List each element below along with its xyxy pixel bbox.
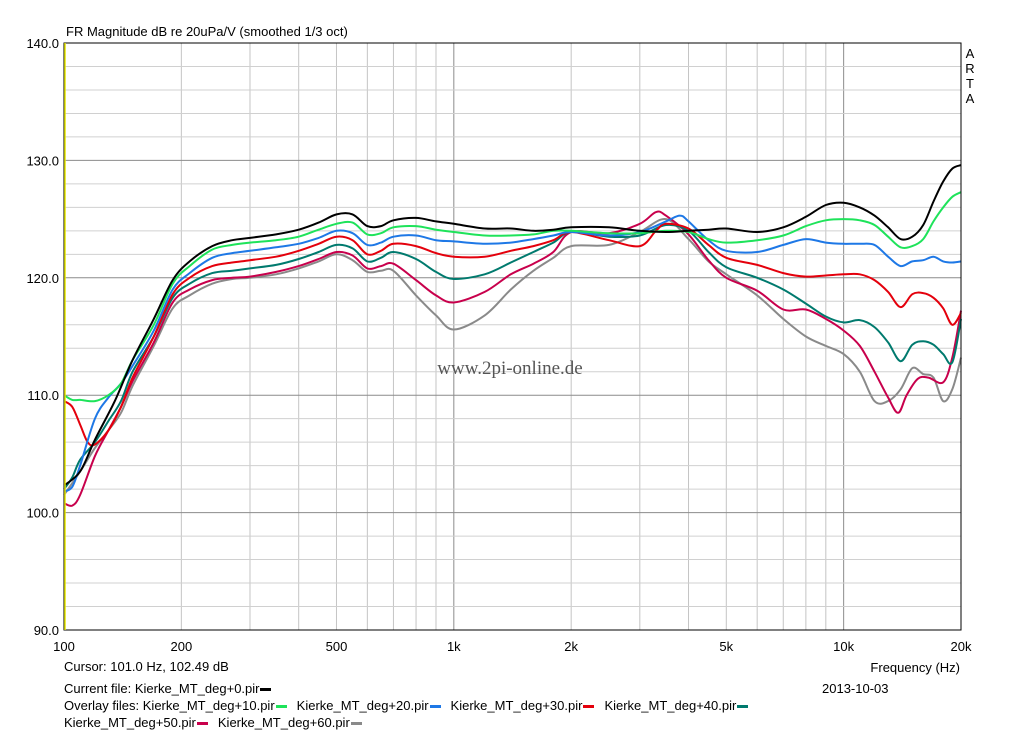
x-tick-label: 200 [170,639,192,654]
plot-frame [63,42,962,631]
overlay-legend-name: Kierke_MT_deg+50.pir [64,715,196,730]
x-tick-label: 100 [53,639,75,654]
x-tick-label: 500 [326,639,348,654]
overlay-legend-name: Kierke_MT_deg+30.pir [450,698,583,713]
current-file-swatch [260,688,272,692]
series-line-kierke-mt-deg-0-pir [63,164,962,487]
y-tick-label: 100.0 [26,506,59,521]
y-tick-label: 130.0 [26,153,59,168]
overlay-legend-name: Kierke_MT_deg+10.pir [142,698,275,713]
side-label-letter: T [966,76,974,91]
overlay-legend-swatch [583,705,595,709]
date-stamp: 2013-10-03 [822,681,889,696]
x-tick-label: 5k [719,639,733,654]
series-layer [63,164,962,507]
grid [63,42,962,631]
side-label-letter: A [966,46,975,61]
plot-background [64,43,961,630]
overlay-legend-item: Kierke_MT_deg+20.pir [297,698,441,713]
x-axis-label: Frequency (Hz) [870,660,960,675]
overlay-legend-name: Kierke_MT_deg+40.pir [604,698,737,713]
cursor-readout: Cursor: 101.0 Hz, 102.49 dB [64,659,229,674]
series-line-kierke-mt-deg-10-pir [63,191,962,403]
x-tick-label: 10k [833,639,854,654]
side-label-letter: A [966,91,975,106]
overlay-legend-name: Kierke_MT_deg+60.pir [217,715,350,730]
series-line-kierke-mt-deg-40-pir [63,223,962,490]
overlay-legend-swatch [275,705,287,709]
y-tick-label: 90.0 [34,623,59,638]
side-label-letter: R [965,61,974,76]
y-tick-labels: 90.0 100.0 110.0 120.0 130.0 140.0 [26,36,59,638]
chart-title: FR Magnitude dB re 20uPa/V (smoothed 1/3… [66,24,348,39]
x-tick-labels: 100 200 500 1k 2k 5k 10k 20k [53,639,972,654]
x-tick-label: 1k [447,639,461,654]
series-line-kierke-mt-deg-60-pir [63,218,962,496]
overlay-legend-swatch [350,722,362,726]
watermark: www.2pi-online.de [437,358,582,379]
overlay-legend-item: Kierke_MT_deg+10.pir [143,698,287,713]
series-line-kierke-mt-deg-30-pir [63,222,962,447]
overlay-legend-item: Kierke_MT_deg+30.pir [451,698,595,713]
current-file-line: Current file: Kierke_MT_deg+0.pir [64,681,272,697]
y-tick-label: 110.0 [27,388,59,403]
overlay-legend-item: Kierke_MT_deg+50.pir [64,715,208,730]
overlay-legend-item: Kierke_MT_deg+60.pir [218,715,362,730]
x-tick-label: 2k [564,639,578,654]
overlay-files-label: Overlay files: [64,698,140,713]
overlay-legend-name: Kierke_MT_deg+20.pir [296,698,429,713]
overlay-files-line: Overlay files: Kierke_MT_deg+10.pir Kierk… [64,698,758,714]
current-file-name: Kierke_MT_deg+0.pir [134,681,260,696]
overlay-legend-swatch [429,705,441,709]
overlay-legend-swatch [196,722,208,726]
x-tick-label: 20k [951,639,972,654]
overlay-files-row-1: Kierke_MT_deg+10.pir Kierke_MT_deg+20.pir… [143,698,759,713]
overlay-legend-item: Kierke_MT_deg+40.pir [604,698,749,713]
overlay-files-row-2: Kierke_MT_deg+50.pir Kierke_MT_deg+60.pir [64,715,372,731]
overlay-legend-swatch [737,705,749,709]
series-line-kierke-mt-deg-50-pir [63,210,962,507]
y-tick-label: 120.0 [26,271,59,286]
current-file-label: Current file: [64,681,132,696]
y-tick-label: 140.0 [26,36,59,51]
series-line-kierke-mt-deg-20-pir [63,214,962,493]
